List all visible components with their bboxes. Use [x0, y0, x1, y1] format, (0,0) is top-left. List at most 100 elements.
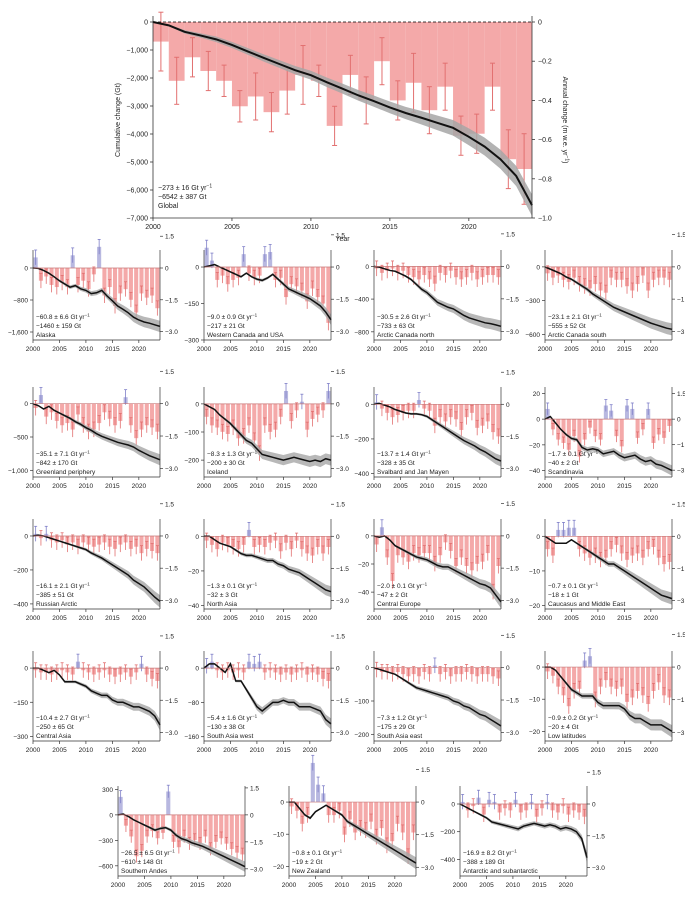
x-tick-label-svalbard-and-jan-mayen: 2020 [473, 483, 488, 490]
global-bar-2023 [516, 22, 532, 169]
uncertainty-band-western-canada-and-usa [204, 264, 331, 326]
rate-sup-greenland-periphery: −1 [85, 450, 91, 455]
bar-scandinavia-2011 [603, 405, 608, 420]
bar-low-latitudes-2002 [556, 667, 561, 687]
bar-western-canada-and-usa-2000 [204, 247, 209, 268]
bar-iceland-2008 [246, 403, 252, 426]
left-tick-label-southern-andes: −600 [98, 863, 113, 870]
left-tick-label-russian-arctic: 0 [24, 533, 28, 540]
left-tick-label-scandinavia: 20 [533, 391, 541, 398]
bar-western-canada-and-usa-2017 [294, 267, 299, 287]
bar-low-latitudes-2013 [614, 667, 619, 689]
cumulative-line-western-canada-and-usa [203, 263, 332, 321]
total-text-scandinavia: −40 ± 2 Gt [548, 460, 579, 467]
panel-southern-andes: 300 0 −300 −600 1.5 0 −1.5 −3.0 2000 2005 2010 2015… [98, 784, 263, 889]
right-tick-label-arctic-canada-south: −3.0 [677, 329, 685, 336]
global-x-tick-label: 2005 [224, 224, 240, 231]
bar-southern-andes-2003 [134, 814, 139, 857]
x-tick-label-arctic-canada-north: 2010 [420, 346, 435, 353]
bar-greenland-periphery-2006 [65, 403, 70, 424]
panel-central-europe: 0 −20 −40 1.5 0 −1.5 −3.0 2000 2005 2010 2015 2020 −… [358, 501, 519, 622]
bar-greenland-periphery-2022 [150, 403, 155, 428]
global-bar-2022 [500, 22, 517, 160]
right-tick-label-arctic-canada-north: −3.0 [506, 329, 519, 336]
left-tick-label-central-europe: −40 [358, 590, 369, 597]
left-tick-label-iceland: −100 [184, 430, 199, 437]
cumulative-line-antarctic-and-subantarctic [459, 803, 588, 858]
right-tick-label-alaska: 0 [165, 266, 169, 273]
bar-new-zealand-2020 [395, 802, 400, 824]
bar-southern-andes-2008 [160, 814, 166, 833]
right-tick-label-svalbard-and-jan-mayen: 1.5 [506, 370, 515, 377]
x-tick-label-central-europe: 2000 [367, 615, 382, 622]
global-left-tick-label: −6,000 [126, 188, 148, 195]
bar-greenland-periphery-2023 [155, 403, 160, 432]
bar-low-latitudes-2023 [667, 667, 672, 698]
region-name-iceland: Iceland [207, 469, 228, 476]
left-tick-label-low-latitudes: 0 [536, 665, 540, 672]
bar-greenland-periphery-2011 [91, 403, 96, 430]
right-tick-label-russian-arctic: 1.5 [165, 501, 174, 508]
bar-southern-andes-2000 [118, 796, 123, 815]
rate-text-new-zealand: −0.8 ± 0.1 Gt yr−1 [292, 849, 343, 858]
x-tick-label-western-canada-and-usa: 2005 [223, 346, 238, 353]
rate-sup-new-zealand: −1 [337, 849, 343, 854]
cumulative-line-low-latitudes [545, 666, 673, 732]
right-tick-label-russian-arctic: −3.0 [165, 598, 178, 605]
region-name-greenland-periphery: Greenland periphery [36, 469, 96, 476]
bar-southern-andes-2021 [229, 814, 234, 850]
bar-caucasus-and-middle-east-2010 [598, 536, 603, 560]
total-text-southern-andes: −610 ± 148 Gt [121, 859, 163, 866]
rate-sup-central-europe: −1 [422, 582, 428, 587]
left-tick-label-caucasus-and-middle-east: 0 [536, 534, 540, 541]
bar-svalbard-and-jan-mayen-2021 [485, 404, 490, 422]
left-tick-label-arctic-canada-south: −300 [525, 298, 540, 305]
bar-alaska-2013 [102, 268, 107, 296]
x-tick-label-antarctic-and-subantarctic: 2000 [453, 882, 468, 889]
x-tick-label-caucasus-and-middle-east: 2010 [591, 615, 606, 622]
left-tick-label-low-latitudes: −20 [529, 729, 540, 736]
bar-new-zealand-2014 [363, 802, 368, 831]
right-tick-label-southern-andes: 1.5 [250, 785, 259, 792]
right-tick-label-south-asia-east: −3.0 [506, 730, 519, 737]
left-tick-label-south-asia-west: −80 [188, 700, 199, 707]
left-tick-label-low-latitudes: −10 [529, 697, 540, 704]
right-tick-label-svalbard-and-jan-mayen: 0 [506, 402, 510, 409]
bar-arctic-canada-south-2008 [587, 266, 593, 289]
bar-scandinavia-2010 [598, 419, 603, 440]
right-tick-label-caucasus-and-middle-east: 1.5 [677, 502, 685, 509]
right-tick-label-caucasus-and-middle-east: 0 [677, 534, 681, 541]
global-right-tick-label: −0.4 [538, 98, 552, 105]
global-x-tick-label: 2010 [303, 224, 319, 231]
bar-scandinavia-2014 [619, 419, 624, 447]
bar-greenland-periphery-2015 [112, 403, 118, 426]
x-tick-label-iceland: 2015 [276, 483, 291, 490]
left-tick-label-western-canada-and-usa: −150 [184, 301, 199, 308]
x-tick-label-scandinavia: 2015 [617, 483, 632, 490]
bar-southern-andes-2019 [219, 814, 224, 839]
bar-greenland-periphery-2016 [118, 403, 123, 421]
bar-alaska-2006 [65, 268, 70, 288]
right-tick-label-arctic-canada-south: 1.5 [677, 232, 685, 239]
x-tick-label-new-zealand: 2010 [335, 882, 350, 889]
cumulative-line-scandinavia [544, 415, 673, 472]
bar-iceland-2010 [257, 403, 262, 454]
bar-central-europe-2010 [427, 535, 432, 554]
region-name-southern-andes: Southern Andes [121, 868, 168, 875]
x-tick-label-greenland-periphery: 2005 [52, 483, 67, 490]
x-tick-label-new-zealand: 2015 [361, 882, 376, 889]
bar-western-canada-and-usa-2004 [225, 267, 230, 285]
global-left-tick-label: −7,000 [126, 216, 148, 223]
x-tick-label-arctic-canada-north: 2020 [473, 346, 488, 353]
bar-central-europe-2004 [395, 535, 400, 556]
region-name-south-asia-west: South Asia west [207, 733, 253, 740]
left-tick-label-western-canada-and-usa: 0 [195, 265, 199, 272]
left-tick-label-russian-arctic: −200 [13, 567, 28, 574]
region-name-south-asia-east: South Asia east [377, 733, 422, 740]
panel-svalbard-and-jan-mayen: 0 −200 −400 1.5 0 −1.5 −3.0 2000 2005 2010 2015 202… [354, 370, 519, 490]
global-x-tick-label: 2015 [382, 224, 398, 231]
x-tick-label-svalbard-and-jan-mayen: 2000 [367, 483, 382, 490]
rate-sup-low-latitudes: −1 [593, 714, 599, 719]
right-tick-label-scandinavia: 1.5 [677, 391, 685, 398]
bar-low-latitudes-2020 [651, 667, 656, 691]
